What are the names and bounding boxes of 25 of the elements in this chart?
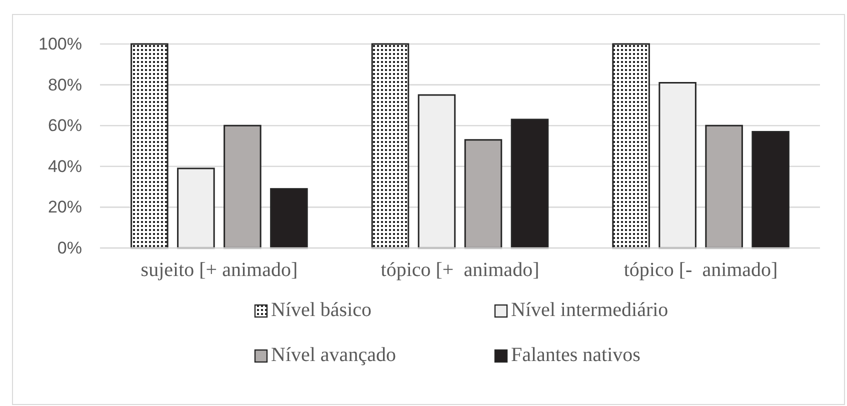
y-tick-label: 100%: [38, 34, 82, 54]
y-tick-label: 20%: [48, 198, 82, 217]
legend-label: Nível intermediário: [511, 299, 668, 321]
bar: [130, 43, 168, 249]
bar: [418, 94, 456, 249]
bar: [612, 43, 650, 249]
x-tick-label: sujeito [+ animado]: [140, 259, 298, 282]
y-tick-label: 40%: [48, 156, 82, 176]
y-tick-label: 0%: [57, 238, 82, 258]
bar: [224, 124, 262, 249]
x-tick-label: tópico [- animado]: [624, 259, 778, 282]
bar: [658, 82, 696, 249]
bar: [371, 43, 410, 249]
bar: [270, 188, 308, 249]
bar: [752, 130, 790, 249]
bar: [705, 124, 743, 249]
bar: [177, 168, 215, 249]
legend-label: Nível avançado: [271, 344, 396, 366]
bar: [510, 118, 549, 249]
legend-label: Nível básico: [271, 299, 372, 321]
bar: [464, 139, 502, 249]
y-tick-label: 80%: [48, 75, 82, 94]
legend-label: Falantes nativos: [511, 344, 641, 366]
y-tick-label: 60%: [48, 116, 82, 136]
x-tick-label: tópico [+ animado]: [380, 259, 540, 282]
